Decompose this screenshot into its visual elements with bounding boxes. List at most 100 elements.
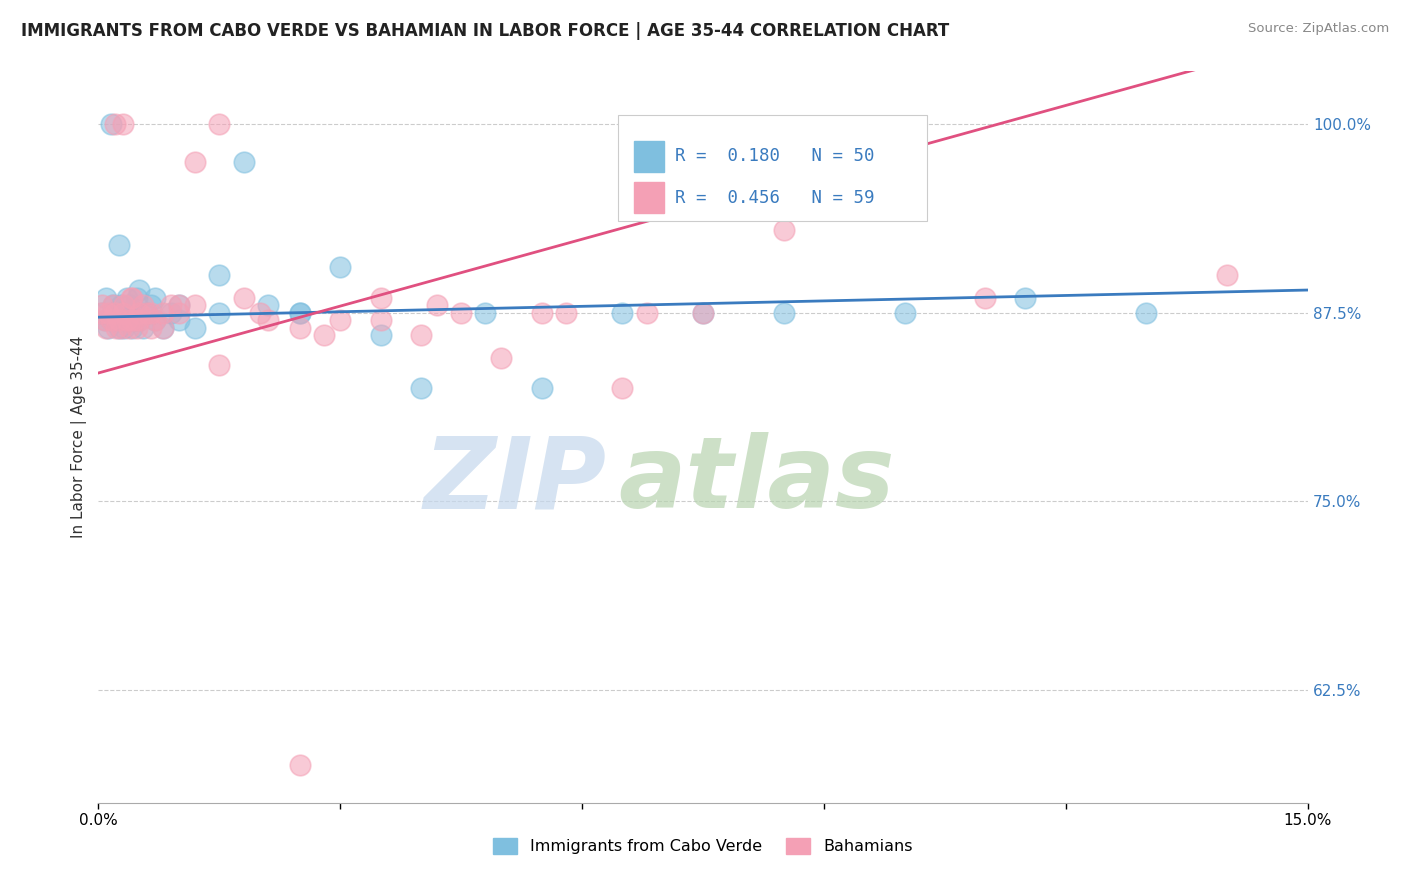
Point <box>103 306 125 320</box>
Point <box>152 306 174 320</box>
Point <box>118 320 141 334</box>
Point <box>91 298 114 312</box>
FancyBboxPatch shape <box>619 115 927 221</box>
Text: atlas: atlas <box>619 433 894 530</box>
Point <box>555 306 578 320</box>
Point <box>160 298 183 312</box>
Point <box>111 306 134 320</box>
Point <box>139 298 162 312</box>
Point <box>288 306 311 320</box>
Text: ZIP: ZIP <box>423 433 606 530</box>
Point <box>118 298 141 312</box>
Point <box>772 306 794 320</box>
Point <box>101 298 124 312</box>
Point <box>127 291 149 305</box>
Point <box>288 306 311 320</box>
Point <box>893 306 915 320</box>
Point <box>94 313 117 327</box>
Point <box>97 306 120 320</box>
Point <box>100 313 122 327</box>
Point <box>128 313 150 327</box>
FancyBboxPatch shape <box>634 182 664 213</box>
Point <box>111 117 134 131</box>
Text: IMMIGRANTS FROM CABO VERDE VS BAHAMIAN IN LABOR FORCE | AGE 35-44 CORRELATION CH: IMMIGRANTS FROM CABO VERDE VS BAHAMIAN I… <box>21 22 949 40</box>
Point <box>426 298 449 312</box>
Point <box>450 306 472 320</box>
Point <box>612 381 634 395</box>
Point <box>530 381 553 395</box>
Point <box>491 351 513 365</box>
Point <box>232 154 254 169</box>
Point <box>288 320 311 334</box>
FancyBboxPatch shape <box>634 141 664 171</box>
Point <box>692 306 714 320</box>
Point <box>139 306 162 320</box>
Point <box>232 291 254 305</box>
Point <box>612 306 634 320</box>
Point <box>124 313 146 327</box>
Point <box>184 298 207 312</box>
Point <box>128 283 150 297</box>
Point <box>152 320 174 334</box>
Point <box>107 237 129 252</box>
Point <box>974 291 997 305</box>
Point <box>121 320 143 334</box>
Point <box>90 306 112 320</box>
Text: Source: ZipAtlas.com: Source: ZipAtlas.com <box>1249 22 1389 36</box>
Point <box>692 306 714 320</box>
Point <box>474 306 496 320</box>
Point <box>112 298 135 312</box>
Point <box>370 328 392 343</box>
Point <box>184 320 207 334</box>
Point <box>167 298 190 312</box>
Point <box>139 320 162 334</box>
Point <box>110 298 132 312</box>
Point <box>329 313 352 327</box>
Point <box>105 313 128 327</box>
Point <box>135 306 157 320</box>
Point <box>636 306 658 320</box>
Text: R =  0.180   N = 50: R = 0.180 N = 50 <box>675 147 875 165</box>
Point <box>107 320 129 334</box>
Point <box>1135 306 1157 320</box>
Point <box>128 313 150 327</box>
Point <box>127 320 149 334</box>
Point <box>772 223 794 237</box>
Point <box>128 306 150 320</box>
Point <box>101 298 124 312</box>
Point <box>120 291 142 305</box>
Point <box>112 320 135 334</box>
Point <box>115 313 138 327</box>
Point <box>115 291 138 305</box>
Point <box>409 328 432 343</box>
Point <box>97 320 120 334</box>
Point <box>256 313 278 327</box>
Point <box>184 154 207 169</box>
Y-axis label: In Labor Force | Age 35-44: In Labor Force | Age 35-44 <box>72 336 87 538</box>
Point <box>100 117 122 131</box>
Point <box>105 320 128 334</box>
Point <box>1216 268 1239 282</box>
Legend: Immigrants from Cabo Verde, Bahamians: Immigrants from Cabo Verde, Bahamians <box>486 831 920 861</box>
Point <box>208 359 231 373</box>
Point <box>103 306 125 320</box>
Point <box>167 298 190 312</box>
Point <box>288 758 311 772</box>
Point <box>96 291 118 305</box>
Point <box>314 328 336 343</box>
Point <box>111 313 134 327</box>
Point <box>110 320 132 334</box>
Point <box>370 313 392 327</box>
Point <box>370 291 392 305</box>
Point <box>100 313 122 327</box>
Point <box>256 298 278 312</box>
Point <box>249 306 271 320</box>
Point <box>167 313 190 327</box>
Point <box>167 306 190 320</box>
Text: R =  0.456   N = 59: R = 0.456 N = 59 <box>675 189 875 207</box>
Point <box>94 313 117 327</box>
Point <box>208 117 231 131</box>
Point <box>208 268 231 282</box>
Point <box>409 381 432 395</box>
Point <box>143 313 166 327</box>
